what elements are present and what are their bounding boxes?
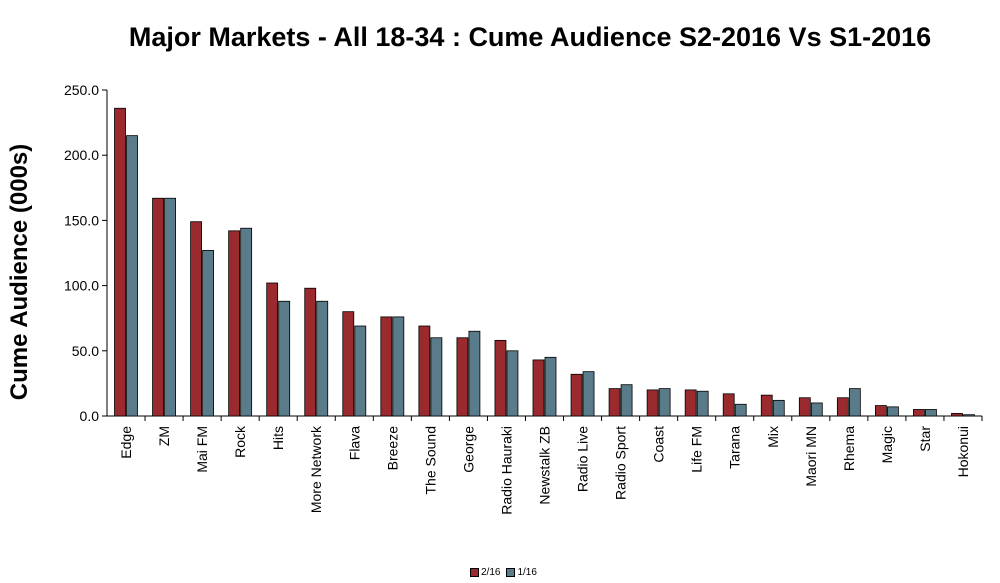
x-tick-label: Hokonui bbox=[955, 426, 971, 477]
bar-2-16 bbox=[570, 373, 583, 417]
legend-item-1-16: 1/16 bbox=[506, 567, 537, 578]
bar-2-16 bbox=[114, 107, 126, 417]
bar-2-16 bbox=[190, 221, 203, 417]
legend-label-2-16: 2/16 bbox=[481, 567, 501, 578]
bar-1-16 bbox=[810, 402, 823, 417]
bar-1-16 bbox=[506, 350, 519, 417]
bar-1-16 bbox=[582, 371, 595, 417]
bar-2-16 bbox=[380, 316, 393, 417]
bar-1-16 bbox=[886, 406, 899, 417]
y-tick-label: 200.0 bbox=[64, 147, 99, 163]
x-tick-label: Coast bbox=[651, 426, 667, 463]
bar-2-16 bbox=[722, 393, 735, 417]
bar-1-16 bbox=[468, 330, 481, 417]
bar-1-16 bbox=[696, 390, 709, 417]
x-tick-label: George bbox=[460, 426, 476, 473]
legend-swatch-2-16 bbox=[470, 568, 479, 577]
bar-1-16 bbox=[430, 337, 443, 417]
x-tick-label: The Sound bbox=[422, 426, 438, 495]
bar-2-16 bbox=[228, 230, 241, 417]
bar-1-16 bbox=[544, 356, 557, 417]
x-tick-label: Radio Sport bbox=[613, 426, 629, 500]
bar-1-16 bbox=[658, 388, 671, 417]
bar-1-16 bbox=[392, 316, 405, 417]
bar-2-16 bbox=[646, 389, 659, 417]
bar-2-16 bbox=[532, 359, 545, 417]
bar-1-16 bbox=[925, 409, 937, 417]
bar-1-16 bbox=[734, 403, 747, 417]
x-tick-label: Magic bbox=[879, 426, 895, 463]
x-tick-label: ZM bbox=[156, 426, 172, 446]
bar-2-16 bbox=[913, 409, 925, 417]
bar-2-16 bbox=[342, 311, 355, 417]
y-tick-label: 150.0 bbox=[64, 212, 99, 228]
x-tick-label: Radio Live bbox=[575, 426, 591, 492]
bar-2-16 bbox=[418, 325, 431, 417]
bar-2-16 bbox=[304, 287, 317, 417]
x-tick-label: Edge bbox=[118, 426, 134, 459]
legend: 2/16 1/16 bbox=[470, 567, 537, 578]
bar-1-16 bbox=[772, 399, 785, 417]
x-tick-label: Star bbox=[917, 426, 933, 452]
bar-2-16 bbox=[608, 388, 621, 417]
x-tick-label: Radio Hauraki bbox=[498, 426, 514, 515]
bar-2-16 bbox=[456, 337, 469, 417]
y-tick-label: 250.0 bbox=[64, 82, 99, 98]
x-tick-label: Breeze bbox=[384, 426, 400, 471]
bar-2-16 bbox=[266, 282, 279, 417]
bar-1-16 bbox=[202, 249, 215, 417]
x-tick-label: More Network bbox=[308, 425, 324, 513]
x-tick-label: Flava bbox=[346, 426, 362, 460]
y-tick-label: 50.0 bbox=[72, 343, 99, 359]
x-tick-label: Life FM bbox=[689, 426, 705, 473]
legend-label-1-16: 1/16 bbox=[517, 567, 537, 578]
bar-1-16 bbox=[126, 135, 138, 417]
y-tick-label: 100.0 bbox=[64, 278, 99, 294]
bar-2-16 bbox=[152, 197, 164, 417]
bar-1-16 bbox=[354, 325, 367, 417]
x-tick-label: Maori MN bbox=[803, 426, 819, 487]
bar-1-16 bbox=[963, 414, 975, 417]
x-tick-label: Mix bbox=[765, 426, 781, 448]
bar-1-16 bbox=[164, 197, 176, 417]
bar-2-16 bbox=[684, 389, 697, 417]
x-tick-label: Rock bbox=[232, 425, 248, 458]
bar-1-16 bbox=[240, 227, 253, 417]
bar-1-16 bbox=[620, 384, 633, 417]
bar-2-16 bbox=[836, 397, 849, 417]
bar-2-16 bbox=[760, 394, 773, 417]
legend-item-2-16: 2/16 bbox=[470, 567, 500, 578]
bar-2-16 bbox=[951, 412, 963, 417]
bar-2-16 bbox=[494, 339, 507, 417]
x-tick-label: Tarana bbox=[727, 426, 743, 469]
x-tick-label: Rhema bbox=[841, 426, 857, 471]
bar-1-16 bbox=[316, 300, 329, 417]
x-tick-label: Hits bbox=[270, 426, 286, 450]
bar-2-16 bbox=[874, 405, 887, 417]
y-tick-label: 0.0 bbox=[80, 408, 100, 424]
legend-swatch-1-16 bbox=[506, 568, 516, 577]
bar-1-16 bbox=[278, 300, 291, 417]
x-tick-label: Mai FM bbox=[194, 426, 210, 473]
bar-2-16 bbox=[798, 397, 811, 417]
chart-title: Major Markets - All 18-34 : Cume Audienc… bbox=[128, 22, 932, 52]
bar-1-16 bbox=[848, 388, 861, 417]
x-tick-label: Newstalk ZB bbox=[537, 426, 553, 505]
